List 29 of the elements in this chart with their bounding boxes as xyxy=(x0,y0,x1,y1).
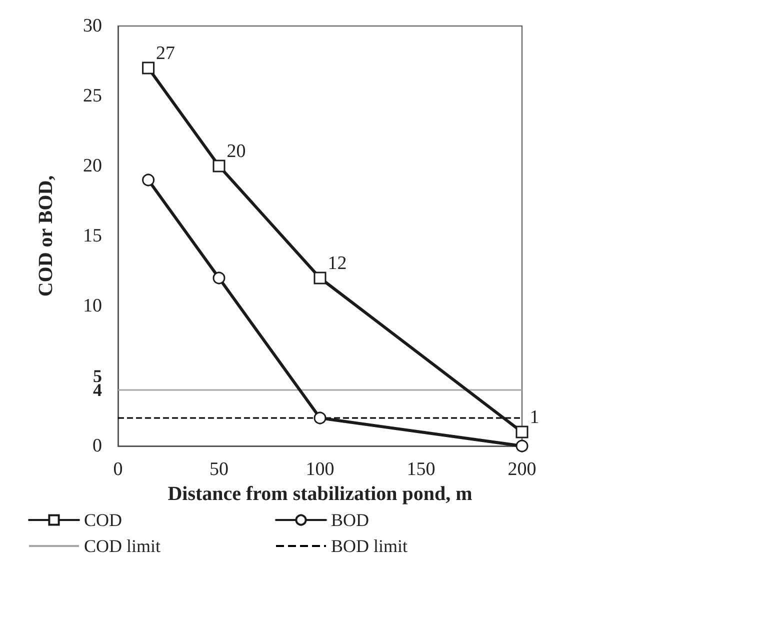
legend-label: BOD limit xyxy=(331,536,408,556)
x-tick-label: 50 xyxy=(210,459,228,480)
point xyxy=(314,272,326,284)
legend-label: COD xyxy=(84,510,122,530)
y-axis-title: COD or BOD, xyxy=(35,175,57,297)
y-tick-label: 10 xyxy=(83,296,102,316)
data-label: 12 xyxy=(328,252,347,274)
point xyxy=(516,426,528,438)
y-tick-label: 20 xyxy=(83,156,102,176)
x-axis-title: Distance from stabilization pond, m xyxy=(168,483,473,505)
data-label: 20 xyxy=(226,140,246,162)
point xyxy=(142,62,155,74)
legend-label: COD limit xyxy=(84,536,161,556)
point xyxy=(314,412,326,424)
data-label: 1 xyxy=(530,406,540,428)
point xyxy=(516,440,528,452)
x-tick-label: 0 xyxy=(113,459,123,480)
y-tick-label: 30 xyxy=(83,16,102,36)
point xyxy=(212,160,226,172)
point xyxy=(142,174,155,186)
y-tick-label: 25 xyxy=(83,86,102,106)
y-tick-label: 0 xyxy=(92,436,102,456)
legend-label: BOD xyxy=(331,510,370,530)
y-tick-label: 15 xyxy=(83,226,102,246)
x-tick-label: 100 xyxy=(306,459,334,480)
data-label: 27 xyxy=(156,42,176,64)
x-tick-label: 150 xyxy=(406,459,436,480)
point xyxy=(212,272,226,284)
x-tick-label: 200 xyxy=(508,459,536,480)
